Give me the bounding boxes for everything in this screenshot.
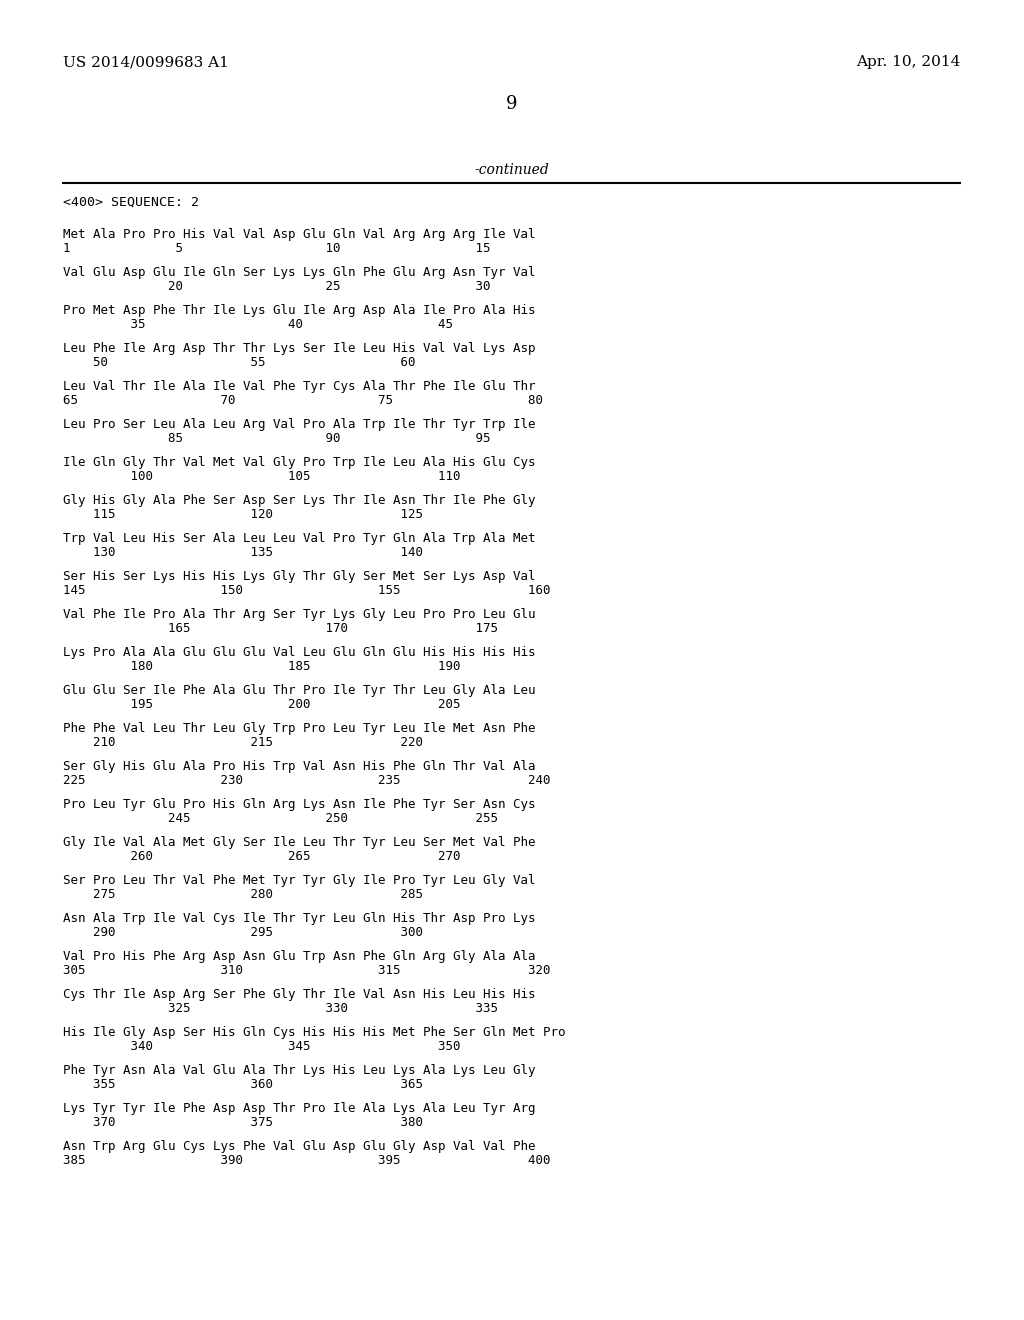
- Text: 325                  330                 335: 325 330 335: [63, 1002, 498, 1015]
- Text: 9: 9: [506, 95, 518, 114]
- Text: 180                  185                 190: 180 185 190: [63, 660, 461, 673]
- Text: 115                  120                 125: 115 120 125: [63, 508, 423, 521]
- Text: Pro Leu Tyr Glu Pro His Gln Arg Lys Asn Ile Phe Tyr Ser Asn Cys: Pro Leu Tyr Glu Pro His Gln Arg Lys Asn …: [63, 799, 536, 810]
- Text: Gly Ile Val Ala Met Gly Ser Ile Leu Thr Tyr Leu Ser Met Val Phe: Gly Ile Val Ala Met Gly Ser Ile Leu Thr …: [63, 836, 536, 849]
- Text: Ser His Ser Lys His His Lys Gly Thr Gly Ser Met Ser Lys Asp Val: Ser His Ser Lys His His Lys Gly Thr Gly …: [63, 570, 536, 583]
- Text: Apr. 10, 2014: Apr. 10, 2014: [856, 55, 961, 69]
- Text: Met Ala Pro Pro His Val Val Asp Glu Gln Val Arg Arg Arg Ile Val: Met Ala Pro Pro His Val Val Asp Glu Gln …: [63, 228, 536, 242]
- Text: 340                  345                 350: 340 345 350: [63, 1040, 461, 1053]
- Text: Val Pro His Phe Arg Asp Asn Glu Trp Asn Phe Gln Arg Gly Ala Ala: Val Pro His Phe Arg Asp Asn Glu Trp Asn …: [63, 950, 536, 964]
- Text: -continued: -continued: [475, 162, 549, 177]
- Text: Trp Val Leu His Ser Ala Leu Leu Val Pro Tyr Gln Ala Trp Ala Met: Trp Val Leu His Ser Ala Leu Leu Val Pro …: [63, 532, 536, 545]
- Text: Asn Trp Arg Glu Cys Lys Phe Val Glu Asp Glu Gly Asp Val Val Phe: Asn Trp Arg Glu Cys Lys Phe Val Glu Asp …: [63, 1140, 536, 1152]
- Text: US 2014/0099683 A1: US 2014/0099683 A1: [63, 55, 229, 69]
- Text: Phe Tyr Asn Ala Val Glu Ala Thr Lys His Leu Lys Ala Lys Leu Gly: Phe Tyr Asn Ala Val Glu Ala Thr Lys His …: [63, 1064, 536, 1077]
- Text: Leu Val Thr Ile Ala Ile Val Phe Tyr Cys Ala Thr Phe Ile Glu Thr: Leu Val Thr Ile Ala Ile Val Phe Tyr Cys …: [63, 380, 536, 393]
- Text: 195                  200                 205: 195 200 205: [63, 698, 461, 711]
- Text: 35                   40                  45: 35 40 45: [63, 318, 453, 331]
- Text: 355                  360                 365: 355 360 365: [63, 1078, 423, 1092]
- Text: Val Phe Ile Pro Ala Thr Arg Ser Tyr Lys Gly Leu Pro Pro Leu Glu: Val Phe Ile Pro Ala Thr Arg Ser Tyr Lys …: [63, 609, 536, 620]
- Text: 1              5                   10                  15: 1 5 10 15: [63, 242, 490, 255]
- Text: 85                   90                  95: 85 90 95: [63, 432, 490, 445]
- Text: 20                   25                  30: 20 25 30: [63, 280, 490, 293]
- Text: 65                   70                   75                  80: 65 70 75 80: [63, 393, 543, 407]
- Text: 275                  280                 285: 275 280 285: [63, 888, 423, 902]
- Text: Leu Pro Ser Leu Ala Leu Arg Val Pro Ala Trp Ile Thr Tyr Trp Ile: Leu Pro Ser Leu Ala Leu Arg Val Pro Ala …: [63, 418, 536, 432]
- Text: Ser Pro Leu Thr Val Phe Met Tyr Tyr Gly Ile Pro Tyr Leu Gly Val: Ser Pro Leu Thr Val Phe Met Tyr Tyr Gly …: [63, 874, 536, 887]
- Text: 245                  250                 255: 245 250 255: [63, 812, 498, 825]
- Text: Ile Gln Gly Thr Val Met Val Gly Pro Trp Ile Leu Ala His Glu Cys: Ile Gln Gly Thr Val Met Val Gly Pro Trp …: [63, 455, 536, 469]
- Text: Cys Thr Ile Asp Arg Ser Phe Gly Thr Ile Val Asn His Leu His His: Cys Thr Ile Asp Arg Ser Phe Gly Thr Ile …: [63, 987, 536, 1001]
- Text: Asn Ala Trp Ile Val Cys Ile Thr Tyr Leu Gln His Thr Asp Pro Lys: Asn Ala Trp Ile Val Cys Ile Thr Tyr Leu …: [63, 912, 536, 925]
- Text: 225                  230                  235                 240: 225 230 235 240: [63, 774, 551, 787]
- Text: 260                  265                 270: 260 265 270: [63, 850, 461, 863]
- Text: Lys Pro Ala Ala Glu Glu Glu Val Leu Glu Gln Glu His His His His: Lys Pro Ala Ala Glu Glu Glu Val Leu Glu …: [63, 645, 536, 659]
- Text: Lys Tyr Tyr Ile Phe Asp Asp Thr Pro Ile Ala Lys Ala Leu Tyr Arg: Lys Tyr Tyr Ile Phe Asp Asp Thr Pro Ile …: [63, 1102, 536, 1115]
- Text: Leu Phe Ile Arg Asp Thr Thr Lys Ser Ile Leu His Val Val Lys Asp: Leu Phe Ile Arg Asp Thr Thr Lys Ser Ile …: [63, 342, 536, 355]
- Text: 165                  170                 175: 165 170 175: [63, 622, 498, 635]
- Text: Pro Met Asp Phe Thr Ile Lys Glu Ile Arg Asp Ala Ile Pro Ala His: Pro Met Asp Phe Thr Ile Lys Glu Ile Arg …: [63, 304, 536, 317]
- Text: 100                  105                 110: 100 105 110: [63, 470, 461, 483]
- Text: Phe Phe Val Leu Thr Leu Gly Trp Pro Leu Tyr Leu Ile Met Asn Phe: Phe Phe Val Leu Thr Leu Gly Trp Pro Leu …: [63, 722, 536, 735]
- Text: Gly His Gly Ala Phe Ser Asp Ser Lys Thr Ile Asn Thr Ile Phe Gly: Gly His Gly Ala Phe Ser Asp Ser Lys Thr …: [63, 494, 536, 507]
- Text: 50                   55                  60: 50 55 60: [63, 356, 416, 370]
- Text: 130                  135                 140: 130 135 140: [63, 546, 423, 558]
- Text: His Ile Gly Asp Ser His Gln Cys His His His Met Phe Ser Gln Met Pro: His Ile Gly Asp Ser His Gln Cys His His …: [63, 1026, 565, 1039]
- Text: Ser Gly His Glu Ala Pro His Trp Val Asn His Phe Gln Thr Val Ala: Ser Gly His Glu Ala Pro His Trp Val Asn …: [63, 760, 536, 774]
- Text: Glu Glu Ser Ile Phe Ala Glu Thr Pro Ile Tyr Thr Leu Gly Ala Leu: Glu Glu Ser Ile Phe Ala Glu Thr Pro Ile …: [63, 684, 536, 697]
- Text: 385                  390                  395                 400: 385 390 395 400: [63, 1154, 551, 1167]
- Text: 210                  215                 220: 210 215 220: [63, 737, 423, 748]
- Text: <400> SEQUENCE: 2: <400> SEQUENCE: 2: [63, 195, 199, 209]
- Text: 305                  310                  315                 320: 305 310 315 320: [63, 964, 551, 977]
- Text: Val Glu Asp Glu Ile Gln Ser Lys Lys Gln Phe Glu Arg Asn Tyr Val: Val Glu Asp Glu Ile Gln Ser Lys Lys Gln …: [63, 267, 536, 279]
- Text: 145                  150                  155                 160: 145 150 155 160: [63, 583, 551, 597]
- Text: 370                  375                 380: 370 375 380: [63, 1115, 423, 1129]
- Text: 290                  295                 300: 290 295 300: [63, 927, 423, 939]
